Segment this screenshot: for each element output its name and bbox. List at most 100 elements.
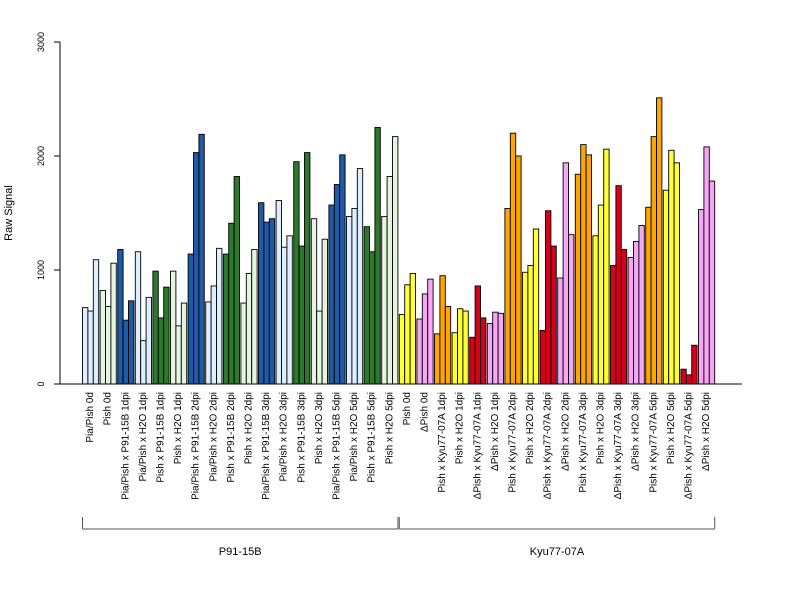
bar [439,275,446,385]
bar [620,249,628,385]
bar [321,238,328,385]
bar [427,278,434,385]
bar [409,272,416,385]
bar [597,204,605,385]
bar [304,152,311,385]
x-tick-label: Pia/Pish x P91-15B 1dpi [120,392,131,500]
bar [263,221,270,385]
bar [522,271,529,385]
bar [662,189,670,385]
x-tick-label: Pish x H2O 1dpi [455,392,466,464]
x-tick-label: Pish 0d [402,392,413,425]
y-tick-label: 0 [36,381,46,386]
bar [486,323,494,385]
x-tick-label: ΔPish x Kyu77-07A 3dpi [613,392,624,499]
bar [568,234,575,385]
bar [233,176,240,385]
bar [369,251,376,385]
bar [128,300,135,385]
bar [222,253,230,385]
bar [99,290,106,385]
bars [82,97,716,385]
bar [92,259,100,385]
bar [339,154,346,385]
bar [497,312,504,385]
bar [281,246,288,385]
bar [187,253,194,385]
bar [87,310,94,385]
bar [703,146,710,385]
bar [228,222,235,385]
bar [404,284,411,385]
bar [180,302,188,385]
bar [627,257,634,385]
x-tick-label: Pish x H2O 1dpi [173,392,184,464]
bar [638,225,645,385]
bar [82,307,89,385]
x-tick-label: ΔPish 0d [420,392,431,432]
x-tick-label: Pish x H2O 2dpi [525,392,536,464]
bar [580,144,587,385]
bar [351,207,358,385]
bar [363,226,370,385]
x-tick-label: Pia/Pish x P91-15B 3dpi [261,392,272,500]
bar [469,336,476,385]
bar [346,215,353,385]
bar [557,277,564,385]
bar [392,136,399,385]
x-tick-label: ΔPish x Kyu77-07A 5dpi [684,392,695,499]
bar [356,168,364,385]
x-tick-label: ΔPish x Kyu77-07A 1dpi [472,392,483,499]
x-tick-label: Pish x H2O 5dpi [384,392,395,464]
group-label: Kyu77-07A [530,546,585,558]
x-tick-label: Pia/Pish 0d [85,392,96,443]
bar [492,311,499,385]
bar [610,264,617,385]
bar [193,152,200,385]
bar [293,161,300,385]
bar [615,185,622,385]
group-label: P91-15B [219,546,262,558]
bar [673,162,680,385]
bar [251,249,258,385]
bar [381,215,388,385]
x-tick-label: Pish x H2O 5dpi [666,392,677,464]
x-tick-label: Pish x H2O 3dpi [596,392,607,464]
x-tick-label: Pish x H2O 2dpi [244,392,255,464]
x-tick-label: Pish x P91-15B 2dpi [226,392,237,483]
bar [515,155,522,385]
bar [421,293,429,385]
bar [633,241,640,385]
bar [545,210,552,385]
x-tick-label: ΔPish x H2O 5dpi [701,392,712,471]
y-tick-label: 1000 [36,260,46,280]
x-tick-label: ΔPish x Kyu77-07A 2dpi [543,392,554,499]
bar [386,176,393,385]
bar [258,202,265,385]
bar [708,180,716,385]
bar [216,247,223,385]
bar [532,228,540,385]
x-tick-label: Pia/Pish x H2O 2dpi [208,392,219,482]
y-tick-label: 3000 [36,32,46,52]
x-tick-label: ΔPish x H2O 2dpi [560,392,571,471]
x-tick-label: Pish x H2O 3dpi [314,392,325,464]
bar [152,270,159,385]
bar [316,310,323,385]
bar [691,344,698,385]
bar [398,314,406,385]
bar [298,245,305,385]
bar [117,249,124,385]
x-tick-label: Pish x P91-15B 1dpi [156,392,167,483]
bar [462,310,469,385]
bar [105,306,112,385]
bar [374,127,381,385]
x-tick-label: Pish x P91-15B 5dpi [367,392,378,483]
bar [198,133,205,385]
bar [539,329,546,385]
bar [585,154,592,385]
y-axis-label: Raw Signal [3,185,15,241]
x-tick-label: Pia/Pish x H2O 5dpi [349,392,360,482]
bar [286,235,293,385]
bar [474,285,481,385]
